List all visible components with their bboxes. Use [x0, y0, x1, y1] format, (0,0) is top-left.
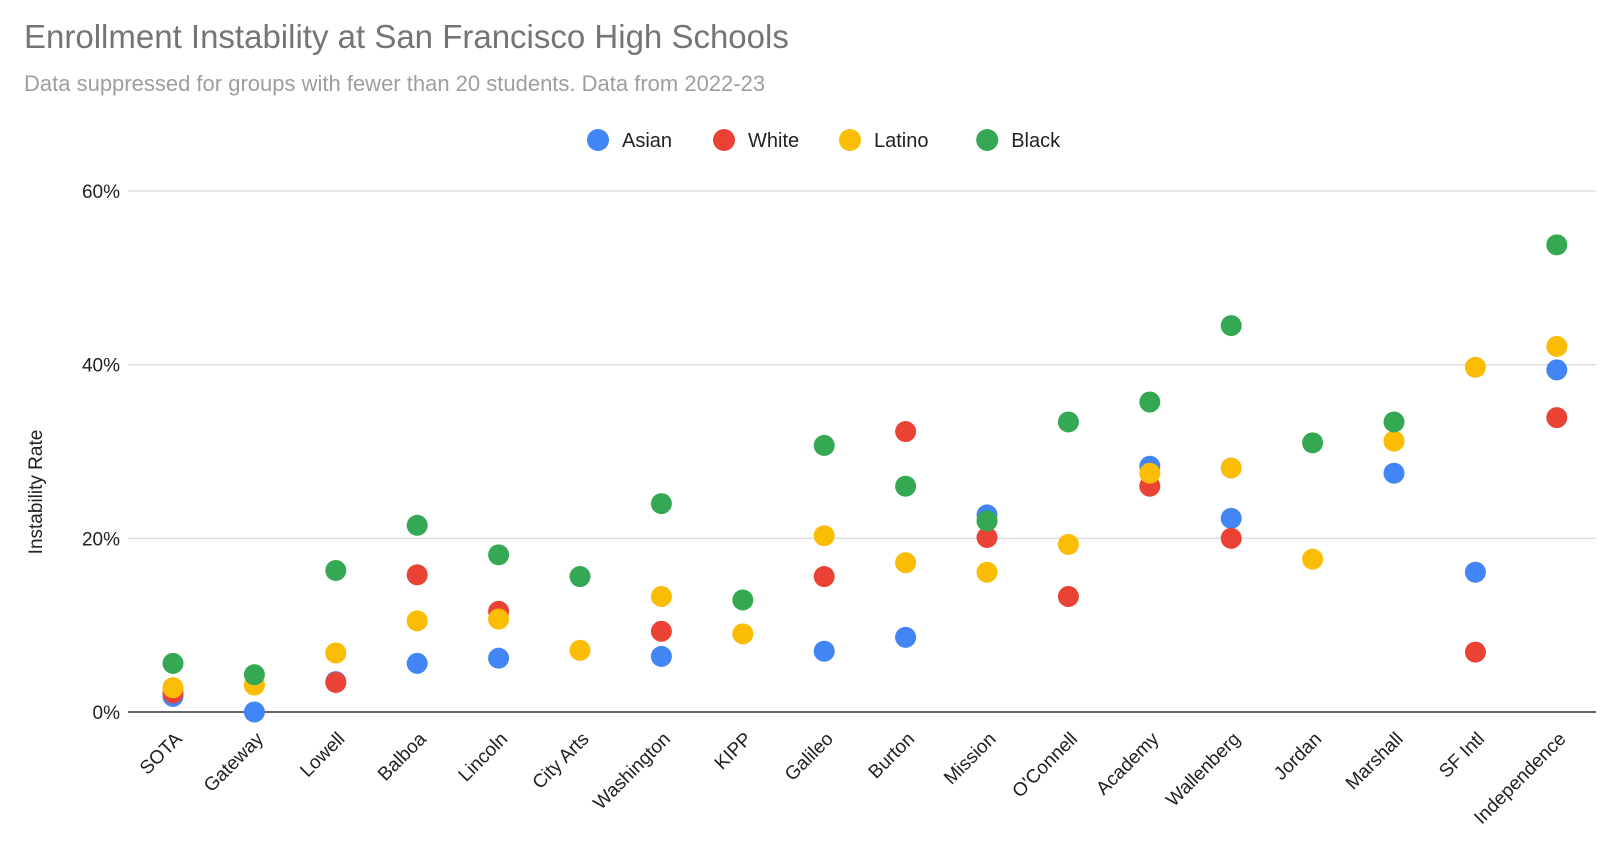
x-tick-label: City Arts	[529, 729, 594, 794]
data-point-asian[interactable]	[243, 701, 265, 723]
data-point-latino[interactable]	[732, 623, 754, 645]
data-point-asian[interactable]	[406, 652, 428, 674]
data-point-latino[interactable]	[325, 642, 347, 664]
data-point-white[interactable]	[1546, 407, 1568, 429]
chart-subtitle: Data suppressed for groups with fewer th…	[24, 71, 766, 96]
data-point-latino[interactable]	[1139, 462, 1161, 484]
y-tick-label: 0%	[93, 703, 121, 724]
legend-marker	[713, 129, 735, 151]
x-tick-label: Washington	[590, 729, 675, 814]
data-point-latino[interactable]	[1302, 548, 1324, 570]
data-point-white[interactable]	[1057, 586, 1079, 608]
x-tick-label: KIPP	[711, 729, 756, 774]
legend-label: Latino	[874, 130, 929, 152]
data-point-asian[interactable]	[1464, 561, 1486, 583]
data-point-white[interactable]	[1220, 527, 1242, 549]
legend-item[interactable]: Latino	[839, 129, 929, 152]
data-point-white[interactable]	[406, 564, 428, 586]
x-tick-label: Marshall	[1342, 729, 1408, 795]
data-point-black[interactable]	[569, 566, 591, 588]
data-point-white[interactable]	[895, 421, 917, 443]
y-axis-label: Instability Rate	[26, 430, 47, 555]
legend-item[interactable]: Black	[976, 129, 1061, 152]
data-point-black[interactable]	[650, 493, 672, 515]
legend-item[interactable]: Asian	[587, 129, 672, 152]
data-point-latino[interactable]	[1383, 430, 1405, 452]
legend-label: White	[748, 130, 799, 152]
data-point-latino[interactable]	[162, 677, 184, 699]
x-tick-label: SOTA	[136, 728, 187, 779]
data-point-latino[interactable]	[1220, 457, 1242, 479]
data-point-black[interactable]	[1220, 315, 1242, 337]
x-tick-label: Jordan	[1270, 729, 1326, 785]
x-tick-label: Gateway	[200, 728, 268, 796]
data-point-white[interactable]	[976, 526, 998, 548]
data-point-black[interactable]	[895, 475, 917, 497]
y-tick-label: 60%	[82, 182, 120, 203]
data-point-black[interactable]	[1139, 391, 1161, 413]
x-tick-label: Mission	[940, 729, 1000, 789]
data-point-latino[interactable]	[1464, 356, 1486, 378]
legend-label: Asian	[622, 130, 672, 152]
data-point-latino[interactable]	[1057, 533, 1079, 555]
data-point-latino[interactable]	[813, 525, 835, 547]
data-point-latino[interactable]	[406, 610, 428, 632]
x-axis-ticks: SOTA Gateway Lowell Balboa Lincoln City ArtsW…	[136, 728, 1570, 828]
data-point-white[interactable]	[1464, 641, 1486, 663]
data-point-asian[interactable]	[1383, 462, 1405, 484]
data-point-black[interactable]	[243, 664, 265, 686]
legend[interactable]: Asian White Latino Black	[587, 129, 1061, 152]
legend-marker	[587, 129, 609, 151]
legend-item[interactable]: White	[713, 129, 799, 152]
data-point-black[interactable]	[488, 544, 510, 566]
data-point-white[interactable]	[325, 671, 347, 693]
data-point-black[interactable]	[732, 589, 754, 611]
data-point-asian[interactable]	[650, 645, 672, 667]
data-point-black[interactable]	[325, 559, 347, 581]
legend-marker	[976, 129, 999, 151]
data-point-asian[interactable]	[813, 640, 835, 662]
data-point-asian[interactable]	[1220, 507, 1242, 529]
data-point-latino[interactable]	[895, 552, 917, 574]
y-tick-label: 40%	[82, 356, 120, 377]
y-axis-ticks: 0% 20% 40% 60%	[82, 182, 120, 724]
x-tick-label: Balboa	[374, 728, 431, 785]
data-points	[162, 234, 1568, 723]
x-tick-label: O'Connell	[1009, 729, 1082, 802]
data-point-black[interactable]	[1302, 432, 1324, 454]
data-point-black[interactable]	[813, 434, 835, 456]
y-tick-label: 20%	[82, 529, 120, 550]
grid-lines	[128, 190, 1596, 713]
data-point-white[interactable]	[650, 620, 672, 642]
x-tick-label: Lincoln	[455, 729, 512, 786]
data-point-black[interactable]	[1057, 411, 1079, 433]
x-tick-label: Academy	[1092, 728, 1163, 799]
x-tick-label: Wallenberg	[1162, 729, 1244, 811]
data-point-black[interactable]	[162, 652, 184, 674]
data-point-white[interactable]	[813, 566, 835, 588]
x-tick-label: Lowell	[296, 729, 349, 782]
data-point-asian[interactable]	[895, 626, 917, 648]
data-point-latino[interactable]	[488, 608, 510, 630]
chart-title: Enrollment Instability at San Francisco …	[24, 18, 789, 55]
x-tick-label: Burton	[865, 729, 919, 783]
data-point-black[interactable]	[1546, 234, 1568, 256]
data-point-black[interactable]	[976, 510, 998, 532]
data-point-latino[interactable]	[569, 639, 591, 661]
x-tick-label: SF Intl	[1435, 729, 1489, 783]
data-point-asian[interactable]	[488, 647, 510, 669]
data-point-asian[interactable]	[1546, 359, 1568, 381]
legend-label: Black	[1011, 130, 1061, 152]
data-point-black[interactable]	[1383, 411, 1405, 433]
data-point-latino[interactable]	[650, 586, 672, 608]
data-point-black[interactable]	[406, 514, 428, 536]
data-point-latino[interactable]	[1546, 335, 1568, 357]
x-tick-label: Galileo	[781, 729, 838, 786]
data-point-latino[interactable]	[976, 561, 998, 583]
legend-marker	[839, 129, 861, 151]
